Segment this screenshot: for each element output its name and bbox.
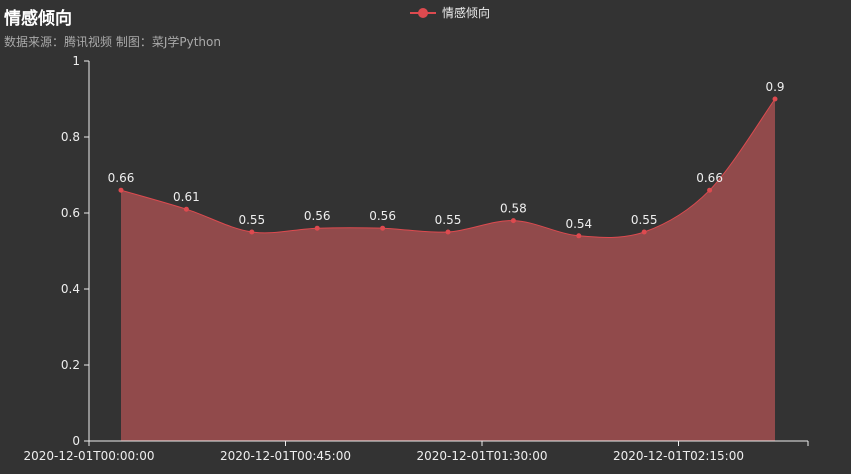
legend-label: 情感倾向 xyxy=(442,6,491,20)
x-tick-label: 2020-12-01T00:45:00 xyxy=(220,449,351,463)
series-area xyxy=(121,99,775,441)
data-point xyxy=(576,233,582,239)
x-tick-label: 2020-12-01T00:00:00 xyxy=(24,449,155,463)
y-tick-label: 0.8 xyxy=(61,130,80,144)
data-label: 0.56 xyxy=(369,209,396,223)
data-label: 0.61 xyxy=(173,190,200,204)
chart-title: 情感倾向 xyxy=(4,9,72,29)
x-tick-label: 2020-12-01T01:30:00 xyxy=(417,449,548,463)
data-point xyxy=(249,229,255,235)
data-label: 0.55 xyxy=(631,213,658,227)
data-point xyxy=(641,229,647,235)
data-label: 0.66 xyxy=(108,171,135,185)
data-point xyxy=(183,206,189,212)
data-point xyxy=(314,225,320,231)
y-tick-label: 0 xyxy=(72,434,80,448)
y-tick-label: 0.2 xyxy=(61,358,80,372)
data-point xyxy=(445,229,451,235)
y-tick-label: 1 xyxy=(72,54,80,68)
legend-item[interactable]: 情感倾向 xyxy=(410,4,490,21)
data-label: 0.55 xyxy=(435,213,462,227)
x-tick-label: 2020-12-01T02:15:00 xyxy=(613,449,744,463)
data-label: 0.55 xyxy=(238,213,265,227)
data-label: 0.9 xyxy=(765,80,784,94)
data-point xyxy=(510,218,516,224)
data-label: 0.66 xyxy=(696,171,723,185)
data-point xyxy=(380,225,386,231)
y-tick-label: 0.4 xyxy=(61,282,80,296)
data-point xyxy=(118,187,124,193)
legend-marker-icon xyxy=(410,7,436,18)
data-label: 0.54 xyxy=(565,217,592,231)
data-label: 0.56 xyxy=(304,209,331,223)
y-tick-label: 0.6 xyxy=(61,206,80,220)
data-label: 0.58 xyxy=(500,202,527,216)
data-point xyxy=(707,187,713,193)
data-point xyxy=(772,96,778,102)
chart-subtitle: 数据来源：腾讯视频 制图：菜J学Python xyxy=(4,35,221,49)
